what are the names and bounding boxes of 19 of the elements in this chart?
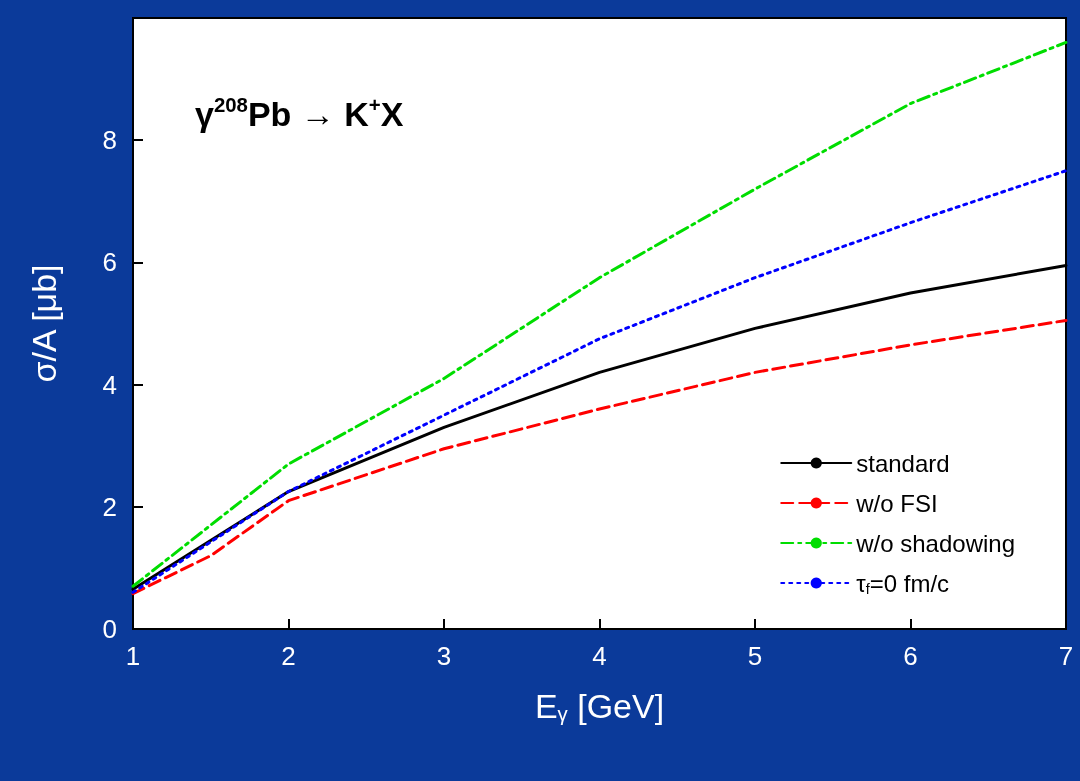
x-axis-title: Eγ [GeV] bbox=[534, 686, 665, 725]
y-tick-label: 0 bbox=[102, 614, 117, 644]
y-tick-label: 6 bbox=[102, 247, 117, 278]
legend-label: w/o shadowing bbox=[855, 529, 1015, 557]
line-series bbox=[131, 169, 1068, 594]
x-tick-label: 4 bbox=[592, 641, 607, 671]
x-tick-label: 7 bbox=[1058, 641, 1074, 671]
y-tick-label: 2 bbox=[102, 491, 117, 522]
line-series bbox=[131, 318, 1068, 596]
legend-label: w/o FSI bbox=[855, 489, 938, 517]
legend-label: standard bbox=[856, 449, 950, 477]
x-tick-label: 6 bbox=[903, 641, 918, 671]
x-tick-label: 2 bbox=[281, 641, 296, 671]
x-tick-label: 1 bbox=[125, 641, 141, 671]
y-tick-label: 4 bbox=[102, 369, 117, 400]
x-tick-label: 5 bbox=[747, 641, 763, 671]
y-tick-label: 8 bbox=[102, 125, 117, 156]
x-tick-label: 3 bbox=[436, 641, 452, 671]
y-axis-title: σ/A [μb] bbox=[25, 264, 63, 383]
